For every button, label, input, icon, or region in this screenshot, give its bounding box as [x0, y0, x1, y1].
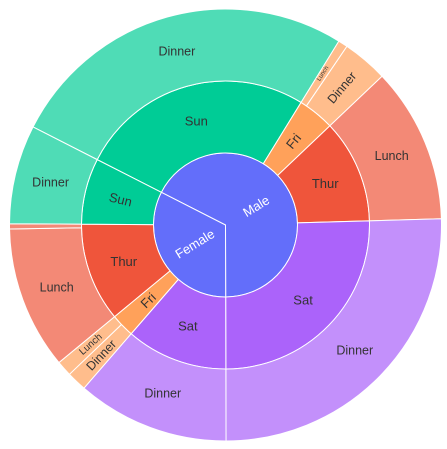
sunburst-segment-female-sun-dinner[interactable]: [9, 126, 98, 225]
segment-label-male-sun-dinner: Dinner: [158, 45, 195, 59]
segment-label-female-thur-lunch: Lunch: [40, 280, 74, 294]
segment-label-female-sat: Sat: [178, 319, 198, 334]
segment-label-female-thur: Thur: [110, 254, 137, 269]
sunburst-segment-male-sun-dinner[interactable]: [32, 8, 340, 161]
segment-label-male-sun: Sun: [185, 114, 208, 129]
sunburst-segment-male-sat-dinner[interactable]: [225, 218, 442, 442]
segment-label-male-thur-lunch: Lunch: [375, 149, 409, 163]
segment-label-male-sat-dinner: Dinner: [336, 343, 373, 357]
segment-label-male-thur: Thur: [312, 176, 339, 191]
segment-label-female-sun: Sun: [108, 189, 134, 209]
segment-label-female-sun-dinner: Dinner: [32, 175, 69, 189]
segments: [9, 8, 442, 442]
segment-label-male-sat: Sat: [293, 293, 313, 308]
segment-label-female-sat-dinner: Dinner: [144, 387, 181, 401]
segment-label-male-fri: Fri: [283, 130, 304, 151]
